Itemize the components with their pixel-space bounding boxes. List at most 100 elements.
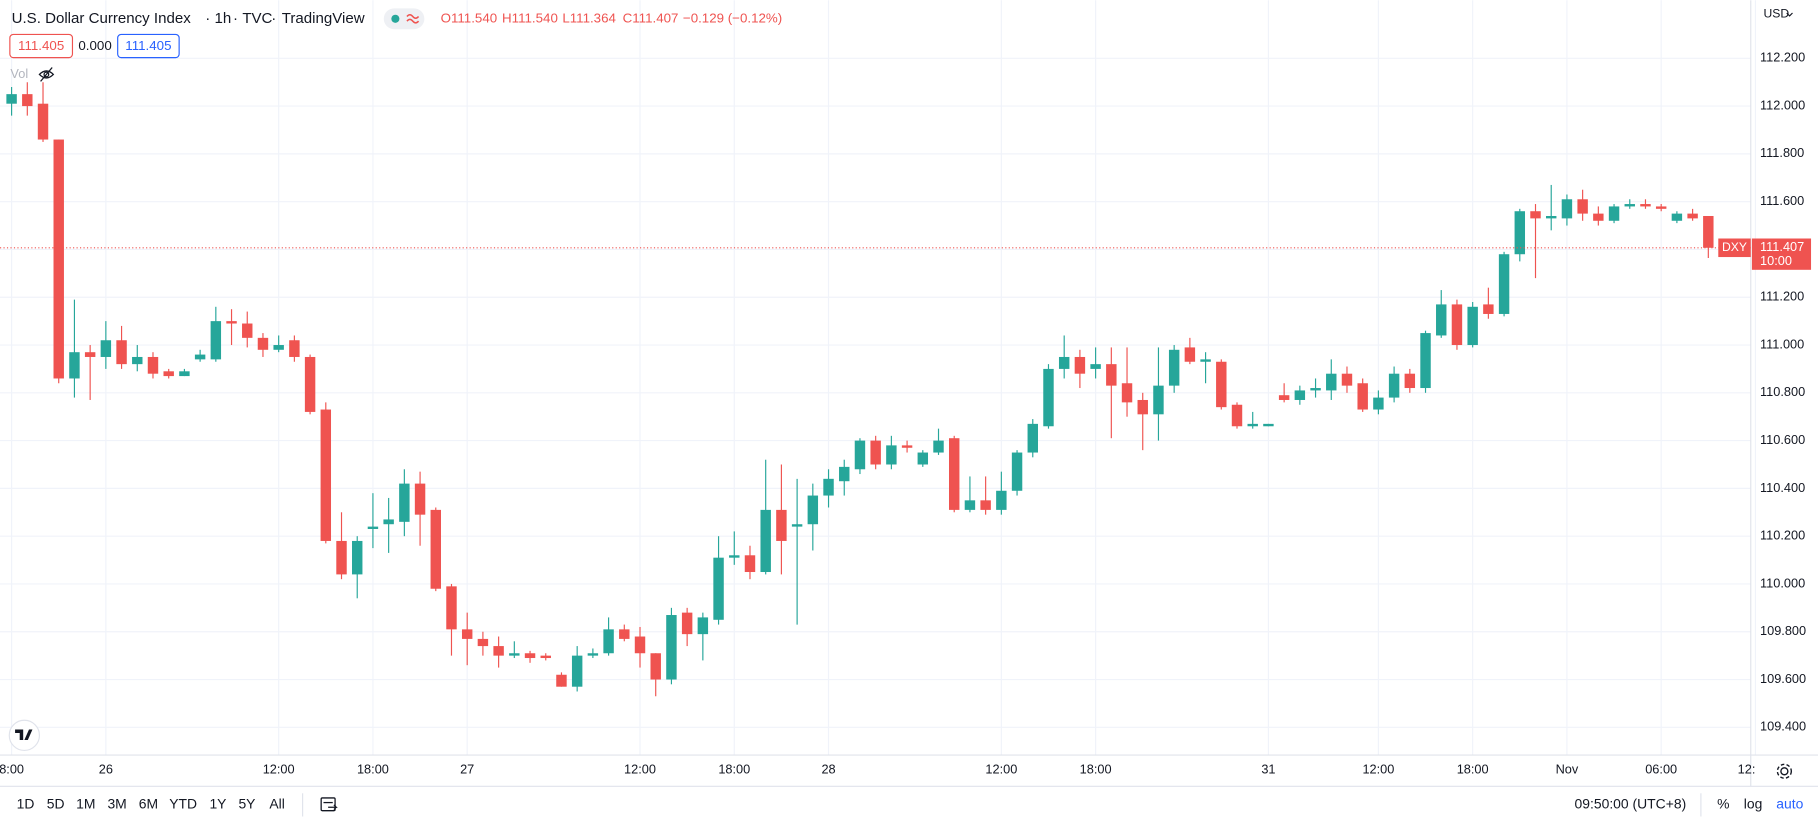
log-button[interactable]: log <box>1744 796 1763 812</box>
settings-icon[interactable] <box>1776 763 1793 779</box>
countdown: 10:00 <box>1760 253 1792 268</box>
symbol[interactable]: U.S. Dollar Currency Index <box>12 10 192 27</box>
candle-body <box>509 653 520 656</box>
range-button[interactable]: All <box>269 796 284 812</box>
candles <box>6 82 1714 697</box>
candle-body <box>697 617 709 635</box>
x-tick-label: 12:00 <box>985 761 1017 776</box>
status-pill[interactable] <box>383 8 425 30</box>
y-tick-label: 110.800 <box>1760 384 1805 399</box>
x-tick-label: 8:00 <box>0 761 24 776</box>
candle-body <box>304 356 316 412</box>
candle-body <box>1153 385 1164 415</box>
bid-badge[interactable] <box>9 33 74 59</box>
symbol-label: DXY <box>1722 240 1747 254</box>
separator: · <box>233 10 238 27</box>
candle-body <box>1106 364 1117 386</box>
candle-body <box>619 629 630 639</box>
candle-body <box>886 445 897 465</box>
currency-caret <box>1786 12 1793 17</box>
range-button[interactable]: 1Y <box>209 796 226 812</box>
candle-body <box>179 371 190 377</box>
last-price-label: 111.407 <box>1760 239 1804 254</box>
candle-body <box>571 655 583 687</box>
candle-body <box>367 526 379 530</box>
candle-body <box>1514 211 1526 255</box>
candle-body <box>854 440 866 470</box>
ask-badge[interactable] <box>117 33 180 59</box>
symbol-label-bg <box>1718 238 1751 258</box>
candle-body <box>352 540 363 575</box>
range-button[interactable]: 3M <box>107 796 126 812</box>
candle-body <box>1561 199 1573 219</box>
candle-body <box>1216 361 1227 408</box>
range-button[interactable]: 1M <box>76 796 95 812</box>
candle-body <box>430 509 441 589</box>
candle-body <box>1074 356 1086 374</box>
auto-button[interactable]: auto <box>1776 796 1803 812</box>
y-tick-label: 109.400 <box>1760 719 1806 734</box>
candle-body <box>194 354 206 360</box>
separator: · <box>271 10 276 27</box>
y-tick-label: 111.000 <box>1760 336 1804 351</box>
candle-body <box>1294 390 1306 400</box>
date-range-icon[interactable] <box>320 797 338 812</box>
range-button[interactable]: 6M <box>139 796 158 812</box>
range-button[interactable]: 5Y <box>238 796 255 812</box>
candle-body <box>273 345 284 350</box>
source: TradingView <box>282 10 365 27</box>
y-tick-label: 111.200 <box>1760 289 1804 304</box>
spread: 0.000 <box>78 38 111 53</box>
candle-body <box>1373 397 1384 410</box>
candle-body <box>37 103 49 140</box>
delay-icon <box>406 13 420 24</box>
range-button[interactable]: 1D <box>17 796 35 812</box>
y-tick-label: 110.200 <box>1760 528 1805 543</box>
currency[interactable]: USD <box>1764 6 1790 20</box>
low: L111.364 <box>562 10 616 25</box>
bid: 111.405 <box>18 38 64 53</box>
candle-body <box>226 321 237 324</box>
clock[interactable]: 09:50:00 (UTC+8) <box>1575 796 1687 812</box>
x-tick-label: 31 <box>1261 761 1275 776</box>
candle-body <box>210 321 222 360</box>
x-tick-label: 26 <box>99 761 113 776</box>
candle-body <box>1058 356 1070 369</box>
candle-body <box>116 340 127 365</box>
logo-badge[interactable] <box>8 719 41 751</box>
candle-body <box>1467 306 1478 346</box>
candle-body <box>666 615 677 680</box>
candle-body <box>1326 373 1337 391</box>
candle-body <box>163 371 174 377</box>
candle-body <box>901 445 913 448</box>
candle-body <box>1357 383 1368 410</box>
candle-body <box>823 478 834 496</box>
candle-body <box>1200 359 1211 362</box>
candle-body <box>996 490 1007 510</box>
candle-body <box>1498 254 1510 314</box>
candle-body <box>1310 388 1321 391</box>
candle-body <box>1231 404 1243 427</box>
range-button[interactable]: YTD <box>169 796 197 812</box>
candle-body <box>100 340 112 357</box>
candle-body <box>1090 364 1101 369</box>
logo <box>15 729 33 740</box>
candle-body <box>556 674 567 687</box>
interval[interactable]: 1h <box>214 10 231 27</box>
x-tick-label: 12: <box>1738 761 1756 776</box>
candle-body <box>1027 423 1038 453</box>
price-label-bg <box>1751 238 1812 270</box>
volume-label: Vol <box>10 66 28 81</box>
candle-body <box>760 509 771 573</box>
candle-body <box>1655 206 1667 209</box>
percent-button[interactable]: % <box>1717 796 1729 812</box>
y-tick-label: 111.600 <box>1760 193 1804 208</box>
candle-body <box>132 356 143 365</box>
candle-body <box>1687 213 1698 219</box>
candle-body <box>336 540 347 575</box>
candle-body <box>446 586 457 630</box>
candle-body <box>399 483 410 522</box>
range-button[interactable]: 5D <box>47 796 65 812</box>
hide-icon[interactable] <box>38 67 55 82</box>
